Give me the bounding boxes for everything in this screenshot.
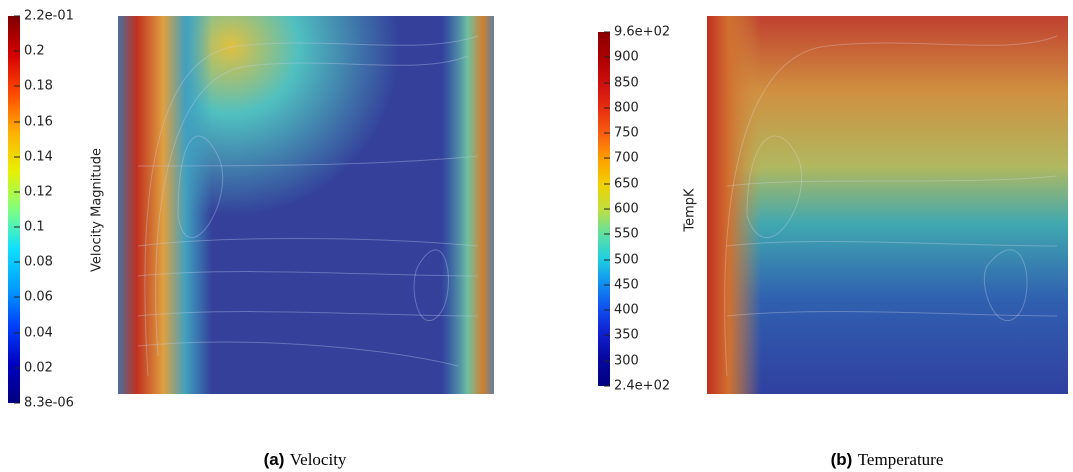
colorbar-tick-label: 0.14	[14, 149, 53, 164]
colorbar-tick-label: 2.2e-01	[14, 9, 74, 24]
colorbar-tick-label: 300	[604, 353, 639, 368]
colorbar-tick-label: 350	[604, 328, 639, 343]
caption-text: Temperature	[857, 450, 944, 469]
colorbar-label: Velocity Magnitude	[89, 147, 105, 273]
caption-label: (b)	[830, 450, 853, 469]
caption-label: (a)	[263, 450, 285, 469]
colorbar-tick-label: 450	[604, 277, 639, 292]
colorbar-tick-label: 500	[604, 252, 639, 267]
colorbar-tick-label: 9.6e+02	[604, 25, 670, 40]
colorbar-label: TempK	[682, 188, 698, 232]
colorbar-tick-label: 8.3e-06	[14, 396, 74, 411]
colorbar-tick-label: 700	[604, 151, 639, 166]
colorbar-tick-label: 0.16	[14, 114, 53, 129]
colorbar-tick-label: 0.2	[14, 44, 45, 59]
colorbar-tick-label: 0.08	[14, 255, 53, 270]
colorbar-tick-label: 0.18	[14, 79, 53, 94]
colorbar	[8, 16, 20, 403]
temperature-field	[707, 16, 1068, 394]
caption: (a) Velocity	[264, 450, 347, 470]
colorbar-tick-label: 0.06	[14, 290, 53, 305]
colorbar-tick-label: 0.1	[14, 220, 45, 235]
colorbar-tick-label: 2.4e+02	[604, 379, 670, 394]
colorbar-tick-label: 0.02	[14, 360, 53, 375]
colorbar-tick-label: 900	[604, 50, 639, 65]
colorbar-tick-label: 650	[604, 176, 639, 191]
colorbar-tick-label: 800	[604, 100, 639, 115]
colorbar-tick-label: 0.12	[14, 184, 53, 199]
colorbar-tick-label: 0.04	[14, 325, 53, 340]
colorbar-tick-label: 850	[604, 75, 639, 90]
colorbar-tick-label: 550	[604, 227, 639, 242]
colorbar-tick-label: 400	[604, 303, 639, 318]
colorbar-tick-label: 750	[604, 126, 639, 141]
velocity-field	[118, 16, 494, 394]
caption-text: Velocity	[289, 450, 347, 469]
colorbar-tick-label: 600	[604, 202, 639, 217]
caption: (b) Temperature	[831, 450, 944, 470]
